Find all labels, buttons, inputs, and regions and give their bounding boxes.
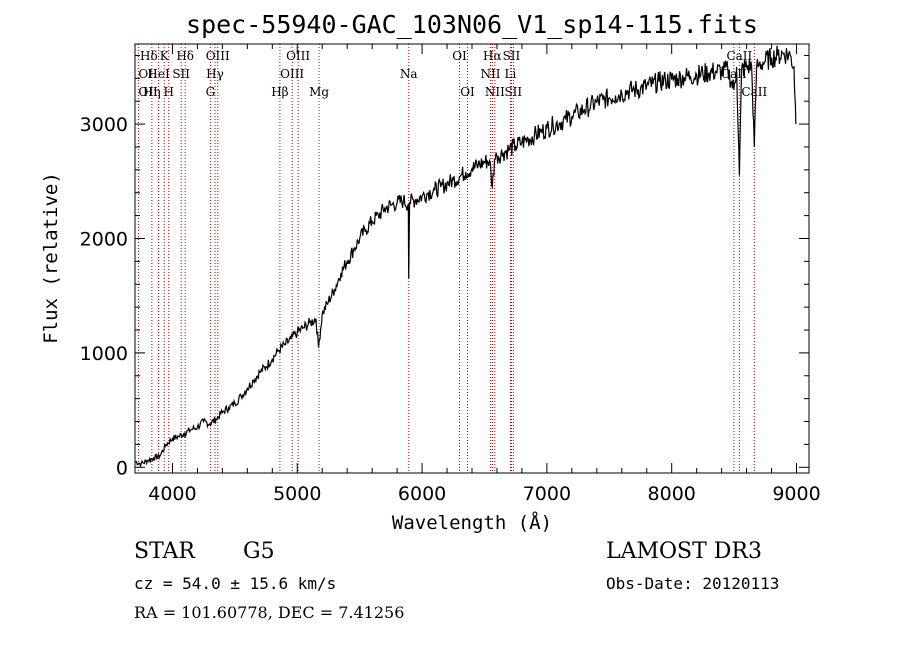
line-label: Hδ — [140, 49, 158, 63]
x-tick-label: 7000 — [523, 483, 571, 505]
line-label: Hδ — [176, 49, 194, 63]
line-label: Li — [505, 67, 517, 81]
line-label: H — [163, 85, 173, 99]
observation-date: Obs-Date: 20120113 — [606, 574, 780, 593]
x-axis-label: Wavelength (Å) — [392, 511, 552, 534]
line-label: NII — [480, 67, 500, 81]
redshift-cz: cz = 54.0 ± 15.6 km/s — [134, 574, 337, 593]
line-label: Hη — [143, 85, 161, 99]
x-tick-label: 5000 — [273, 483, 321, 505]
line-label: OIII — [206, 49, 230, 63]
plot-frame — [134, 43, 810, 474]
line-label: OIII — [286, 49, 310, 63]
line-label: CaII — [726, 49, 752, 63]
x-axis-ticks: 4000 5000 6000 7000 8000 9000 — [148, 44, 821, 505]
line-label: Hα — [483, 49, 502, 63]
y-tick-label: 2000 — [80, 228, 128, 250]
line-label: K — [160, 49, 170, 63]
survey-name: LAMOST DR3 — [606, 539, 762, 564]
line-label: OII — [138, 67, 158, 81]
line-label: NII — [485, 85, 505, 99]
line-label: Hβ — [271, 85, 288, 99]
y-tick-label: 0 — [116, 457, 128, 479]
line-label: Mg — [309, 85, 329, 99]
y-axis-ticks: 0 1000 2000 3000 — [80, 54, 809, 479]
object-class: STAR — [134, 539, 195, 564]
line-label: Na — [400, 67, 418, 81]
line-label: SII — [172, 67, 190, 81]
emission-line-markers — [137, 44, 755, 473]
x-tick-label: 4000 — [148, 483, 196, 505]
y-tick-label: 3000 — [80, 114, 128, 136]
line-label: OII — [138, 85, 158, 99]
line-label: SII — [504, 85, 522, 99]
line-label: SII — [503, 49, 521, 63]
line-label: Hγ — [206, 67, 224, 81]
spectrum-series — [134, 45, 797, 469]
line-label: HeI — [147, 67, 170, 81]
line-label: OI — [460, 85, 475, 99]
line-label: CaII — [741, 85, 767, 99]
line-label: G — [206, 85, 216, 99]
x-tick-label: 9000 — [772, 483, 820, 505]
x-tick-label: 6000 — [398, 483, 446, 505]
spectrum-line — [134, 45, 797, 469]
x-tick-label: 8000 — [648, 483, 696, 505]
chart-title: spec-55940-GAC_103N06_V1_sp14-115.fits — [186, 10, 758, 39]
line-label: OI — [452, 49, 467, 63]
ra-dec-coordinates: RA = 101.60778, DEC = 7.41256 — [134, 603, 405, 622]
object-subclass: G5 — [243, 539, 275, 564]
y-axis-label: Flux (relative) — [40, 172, 62, 344]
line-label: OIII — [280, 67, 304, 81]
y-tick-label: 1000 — [80, 343, 128, 365]
